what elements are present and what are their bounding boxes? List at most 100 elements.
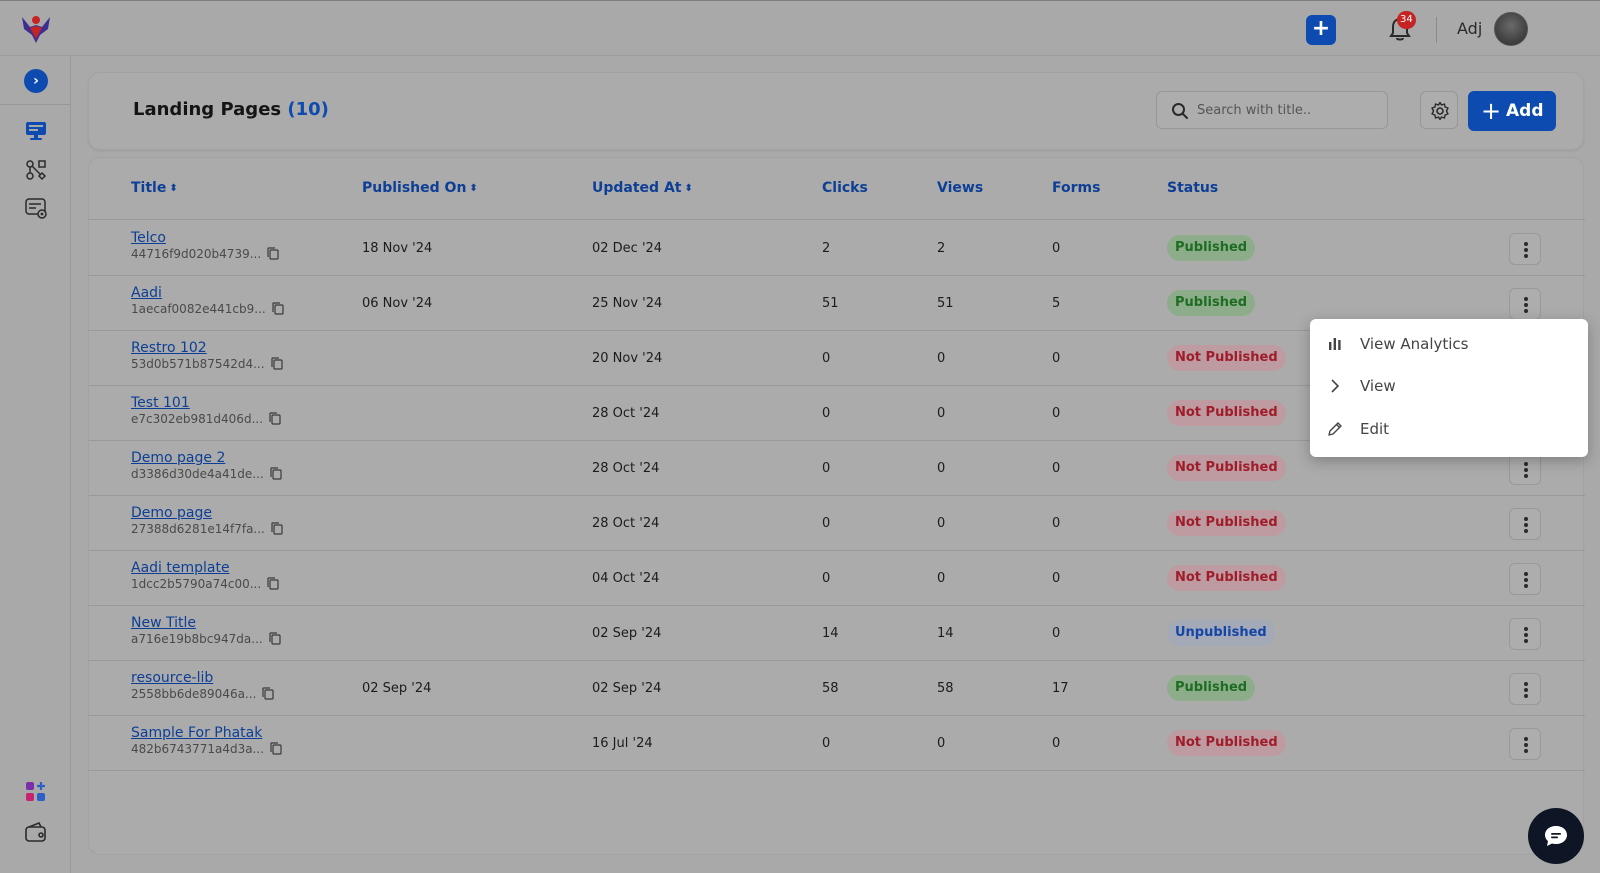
cell-title: Sample For Phatak 482b6743771a4d3a... [131,725,282,756]
cell-title: resource-lib 2558bb6de89046a... [131,670,274,701]
cell-published-on: 02 Sep '24 [362,681,432,696]
copy-icon[interactable] [272,302,284,315]
row-actions-button[interactable] [1509,508,1541,540]
page-id: a716e19b8bc947da... [131,632,281,646]
kebab-dot [1524,517,1528,521]
search-box[interactable] [1156,91,1388,129]
kebab-dot [1524,578,1528,582]
copy-icon[interactable] [270,742,282,755]
page-title-link[interactable]: Demo page 2 [131,450,226,466]
column-updated-at-label: Updated At [592,180,682,196]
notification-count-badge: 34 [1397,11,1416,29]
page-title-link[interactable]: Aadi template [131,560,230,576]
sidebar-divider [0,104,71,105]
menu-item-label: View [1360,377,1396,395]
page-id-text: d3386d30de4a41de... [131,467,264,481]
status-badge: Not Published [1167,345,1286,371]
cell-views: 0 [937,571,946,586]
workflow-icon[interactable] [24,158,48,182]
page-id: 53d0b571b87542d4... [131,357,283,371]
cell-views: 0 [937,516,946,531]
forms-settings-icon[interactable] [24,196,48,220]
page-count: (10) [287,99,329,120]
copy-icon[interactable] [270,467,282,480]
column-published-on-label: Published On [362,180,467,196]
column-updated-at[interactable]: Updated At ⬍ [592,180,693,196]
kebab-dot [1524,639,1528,643]
cell-forms: 0 [1052,241,1061,256]
copy-icon[interactable] [271,522,283,535]
cell-title: New Title a716e19b8bc947da... [131,615,281,646]
sort-icon: ⬍ [169,183,178,194]
app-logo-icon[interactable] [18,11,54,47]
cell-updated-at: 02 Sep '24 [592,681,662,696]
table-settings-button[interactable] [1420,91,1458,129]
page-title-link[interactable]: Test 101 [131,395,190,411]
table-row: Aadi template 1dcc2b5790a74c00... 04 Oct '… [89,551,1585,606]
page-id: 1aecaf0082e441cb9... [131,302,284,316]
page-title-link[interactable]: Telco [131,230,166,246]
cell-views: 14 [937,626,954,641]
page-title-link[interactable]: New Title [131,615,196,631]
cell-clicks: 0 [822,571,831,586]
status-badge: Published [1167,235,1256,261]
cell-forms: 0 [1052,571,1061,586]
sidebar-expand-button[interactable]: › [24,69,48,93]
row-actions-button[interactable] [1509,233,1541,265]
quick-add-button[interactable]: + [1306,15,1336,45]
cell-updated-at: 25 Nov '24 [592,296,663,311]
gear-icon [1431,101,1449,121]
copy-icon[interactable] [269,632,281,645]
cell-forms: 0 [1052,461,1061,476]
copy-icon[interactable] [267,247,279,260]
row-actions-button[interactable] [1509,673,1541,705]
page-title-link[interactable]: Restro 102 [131,340,207,356]
column-title[interactable]: Title ⬍ [131,180,178,196]
table-row: Sample For Phatak 482b6743771a4d3a... 16 J… [89,716,1585,771]
kebab-dot [1524,254,1528,258]
page-title-link[interactable]: Sample For Phatak [131,725,263,741]
menu-item-edit[interactable]: Edit [1310,409,1588,449]
cell-clicks: 58 [822,681,839,696]
copy-icon[interactable] [262,687,274,700]
row-actions-button[interactable] [1509,618,1541,650]
table-row: Aadi 1aecaf0082e441cb9... 06 Nov '24 25 Nov… [89,276,1585,331]
user-name[interactable]: Adj [1457,19,1483,38]
page-title-link[interactable]: Demo page [131,505,213,521]
column-published-on[interactable]: Published On ⬍ [362,180,478,196]
kebab-dot [1524,737,1528,741]
cell-title: Demo page 2 d3386d30de4a41de... [131,450,282,481]
row-actions-button[interactable] [1509,288,1541,320]
status-badge: Unpublished [1167,620,1275,646]
page-title-link[interactable]: Aadi [131,285,162,301]
cell-updated-at: 16 Jul '24 [592,736,653,751]
row-actions-button[interactable] [1509,728,1541,760]
search-input[interactable] [1197,100,1381,120]
plus-icon: + [1481,97,1502,125]
page-id-text: 1dcc2b5790a74c00... [131,577,262,591]
page-id: 27388d6281e14f7fa... [131,522,283,536]
page-title-link[interactable]: resource-lib [131,670,214,686]
menu-item-view[interactable]: View [1310,366,1588,406]
search-icon [1172,103,1188,119]
copy-icon[interactable] [267,577,279,590]
cell-title: Demo page 27388d6281e14f7fa... [131,505,283,536]
kebab-dot [1524,523,1528,527]
row-actions-button[interactable] [1509,563,1541,595]
status-badge: Not Published [1167,565,1286,591]
copy-icon[interactable] [270,357,283,370]
kebab-dot [1524,694,1528,698]
chat-support-button[interactable] [1528,808,1584,864]
apps-add-icon[interactable] [24,780,48,804]
monitor-icon[interactable] [24,119,48,143]
status-badge: Not Published [1167,455,1286,481]
add-landing-page-button[interactable]: + Add [1468,91,1556,131]
row-actions-button[interactable] [1509,453,1541,485]
menu-item-view-analytics[interactable]: View Analytics [1310,324,1588,364]
cell-clicks: 2 [822,241,831,256]
kebab-dot [1524,743,1528,747]
column-clicks: Clicks [822,180,868,196]
user-avatar[interactable] [1494,12,1528,46]
copy-icon[interactable] [269,412,281,425]
wallet-icon[interactable] [24,821,48,845]
